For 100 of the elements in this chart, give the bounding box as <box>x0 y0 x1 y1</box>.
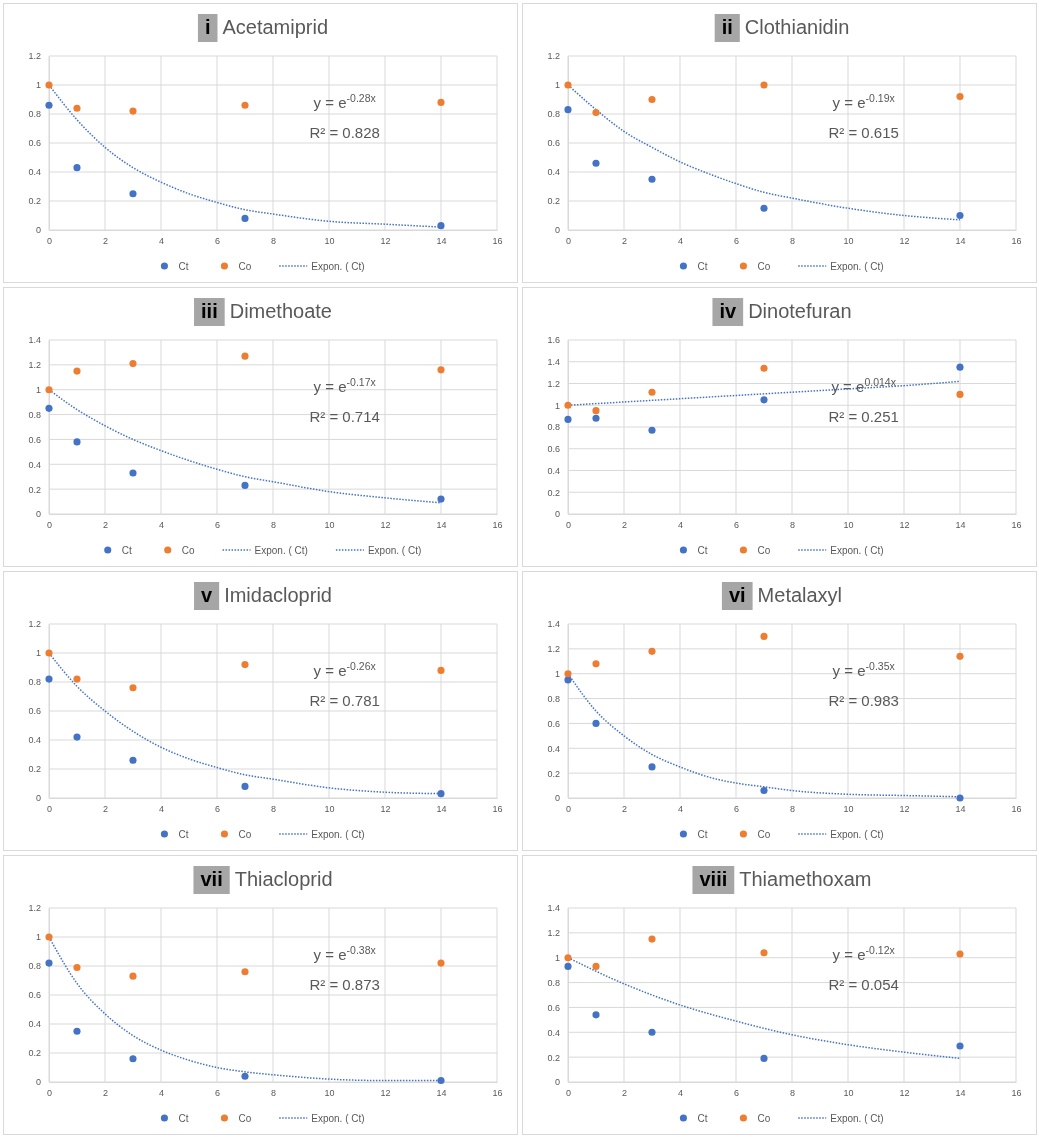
point <box>592 414 600 422</box>
point <box>564 676 572 684</box>
legend-label: Expon. ( Ct) <box>367 545 422 556</box>
point <box>73 438 81 446</box>
point <box>956 211 964 220</box>
point <box>564 81 572 89</box>
x-tick-label: 2 <box>102 804 109 815</box>
y-tick-label: 0.8 <box>547 422 560 433</box>
chart-title: iii Dimethoate <box>201 300 332 322</box>
x-tick-label: 8 <box>789 520 796 531</box>
y-tick-label: 0.2 <box>547 768 560 779</box>
x-tick-label: 16 <box>492 520 503 531</box>
y-tick-label: 0.6 <box>28 434 41 445</box>
point <box>592 108 600 117</box>
point <box>564 962 572 970</box>
x-tick-label: 6 <box>214 520 221 531</box>
y-tick-label: 0 <box>554 509 560 520</box>
annotation: R² = 0.828 <box>309 123 380 141</box>
point <box>648 763 656 771</box>
x-tick-label: 2 <box>621 236 628 247</box>
point <box>45 959 53 967</box>
point <box>592 1011 600 1019</box>
point <box>45 933 53 941</box>
legend-label: Co <box>238 829 252 840</box>
annotation: R² = 0.983 <box>828 691 899 709</box>
point <box>648 175 656 183</box>
point <box>437 666 445 674</box>
point <box>129 360 137 368</box>
point <box>648 95 656 104</box>
annotation: y = e$^{-0.12x}$ <box>832 944 896 964</box>
y-tick-label: 0.4 <box>28 459 41 470</box>
point <box>956 93 964 101</box>
x-tick-label: 2 <box>621 804 628 815</box>
point <box>760 632 768 640</box>
point <box>129 972 137 980</box>
y-tick-label: 1 <box>35 932 41 943</box>
y-tick-label: 0.4 <box>28 167 41 178</box>
point <box>956 1042 964 1050</box>
x-tick-label: 16 <box>1011 236 1022 247</box>
chart-title: vi Metalaxyl <box>728 584 843 606</box>
point <box>129 684 137 692</box>
x-tick-label: 12 <box>899 804 910 815</box>
x-tick-label: 2 <box>621 520 628 531</box>
y-tick-label: 1.6 <box>547 335 560 346</box>
point <box>241 1072 249 1080</box>
y-tick-label: 0 <box>35 793 41 804</box>
legend-label: Ct <box>697 261 708 272</box>
y-tick-label: 1.2 <box>547 644 560 655</box>
y-tick-label: 0 <box>554 793 560 804</box>
y-tick-label: 0.4 <box>547 167 560 178</box>
y-tick-label: 1.2 <box>547 378 560 389</box>
x-tick-label: 8 <box>789 236 796 247</box>
legend-label: Ct <box>697 1113 708 1124</box>
annotation: y = e$^{-0.38x}$ <box>313 944 377 964</box>
legend-label: Expon. ( Ct) <box>311 1113 365 1124</box>
y-tick-label: 0 <box>35 509 41 520</box>
point <box>760 204 768 212</box>
y-tick-label: 0.4 <box>28 1019 41 1030</box>
annotation: R² = 0.873 <box>309 975 380 993</box>
legend-label: Expon. ( Ct) <box>830 261 884 272</box>
point <box>73 367 81 375</box>
legend-label: Co <box>757 545 771 556</box>
y-tick-label: 0.2 <box>547 1052 560 1063</box>
x-tick-label: 8 <box>789 1088 796 1099</box>
legend-label: Co <box>238 1113 252 1124</box>
x-tick-label: 8 <box>270 236 277 247</box>
y-tick-label: 1.2 <box>28 51 41 62</box>
point <box>437 959 445 967</box>
y-tick-label: 1.2 <box>28 619 41 630</box>
point <box>956 794 964 802</box>
x-tick-label: 10 <box>843 520 854 531</box>
point <box>73 164 81 172</box>
point <box>73 675 81 683</box>
x-tick-label: 10 <box>324 804 335 815</box>
x-tick-label: 10 <box>843 804 854 815</box>
x-tick-label: 0 <box>565 1088 572 1099</box>
x-tick-label: 4 <box>677 520 684 531</box>
x-tick-label: 16 <box>1011 520 1022 531</box>
y-tick-label: 0.2 <box>28 196 41 207</box>
x-tick-label: 12 <box>899 1088 910 1099</box>
x-tick-label: 6 <box>214 804 221 815</box>
y-tick-label: 1.4 <box>547 903 560 914</box>
chart-title: i Acetamiprid <box>204 16 329 38</box>
point <box>241 968 249 976</box>
y-tick-label: 0.8 <box>547 977 560 988</box>
y-tick-label: 0 <box>35 1077 41 1088</box>
y-tick-label: 0.4 <box>547 465 560 476</box>
y-tick-label: 0.2 <box>28 764 41 775</box>
y-tick-label: 0 <box>554 1077 560 1088</box>
legend-label: Co <box>757 261 771 272</box>
x-tick-label: 2 <box>102 520 109 531</box>
point <box>241 352 249 360</box>
legend-label: Ct <box>697 545 708 556</box>
point <box>648 426 656 434</box>
x-tick-label: 12 <box>380 804 391 815</box>
annotation: y = e$^{-0.19x}$ <box>832 92 896 112</box>
legend-label: Co <box>757 829 771 840</box>
legend-label: Ct <box>178 261 189 272</box>
point <box>648 935 656 943</box>
chart-title: vii Thiacloprid <box>200 868 333 890</box>
